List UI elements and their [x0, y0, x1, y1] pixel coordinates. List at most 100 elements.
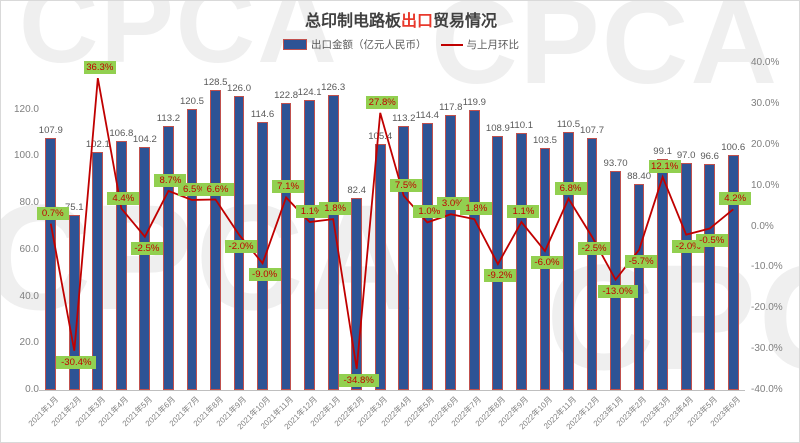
pct-value-label: 6.8%: [554, 181, 587, 195]
y-axis-left-tick: 40.0: [19, 290, 39, 302]
bar-value-label: 122.8: [274, 90, 299, 102]
bar: [445, 114, 457, 390]
bar: [421, 122, 433, 390]
chart-title-highlight: 出口: [400, 13, 433, 30]
line-series: [49, 77, 734, 369]
pct-value-label: 7.1%: [272, 180, 305, 194]
pct-value-label: 0.7%: [36, 206, 69, 220]
pct-value-label: -2.5%: [130, 241, 163, 255]
pct-value-label: 27.8%: [366, 95, 399, 109]
bar-value-label: 126.0: [227, 82, 252, 94]
bar-value-label: 117.8: [439, 101, 463, 113]
bar: [92, 151, 104, 390]
pct-value-label: 4.2%: [719, 192, 752, 206]
bar: [351, 197, 363, 390]
bar-value-label: 114.6: [250, 109, 275, 121]
plot-area: 107.9 75.1 102.1 106.8 104.2 113.2 120.5 128.5 1…: [36, 61, 752, 390]
pct-value-label: 1.8%: [319, 202, 352, 216]
pct-value-label: -9.2%: [483, 269, 516, 283]
chart-legend: 出口金额（亿元人民币） 与上月环比: [1, 37, 799, 52]
bar-value-label: 124.1: [297, 87, 322, 99]
bar-value-label: 128.5: [203, 76, 228, 88]
bar-value-label: 102.1: [85, 138, 110, 150]
bar-value-label: 119.9: [462, 96, 486, 108]
pct-value-label: 1.1%: [507, 205, 540, 218]
bar: [374, 143, 386, 390]
bar-value-label: 126.3: [321, 81, 346, 93]
chart-title: 总印制电路板出口贸易情况: [1, 7, 799, 31]
bar-value-label: 120.5: [179, 95, 204, 107]
y-axis-left-tick: 0.0: [25, 384, 39, 395]
bar-value-label: 97.0: [676, 150, 696, 162]
bar-value-label: 96.6: [700, 151, 720, 163]
pct-value-label: -6.0%: [530, 256, 563, 270]
bar-value-label: 75.1: [64, 201, 84, 213]
bar: [727, 155, 739, 390]
bar-value-label: 110.5: [556, 118, 581, 130]
y-axis-right-tick: -30.0%: [751, 343, 783, 355]
bar: [115, 140, 127, 390]
bar: [163, 125, 174, 390]
legend-item-bar: 出口金额（亿元人民币）: [283, 37, 427, 52]
legend-bar-swatch-icon: [283, 39, 307, 50]
pct-value-label: -5.7%: [625, 254, 658, 268]
chart-title-suffix: 贸易情况: [433, 13, 498, 30]
bar-value-label: 107.9: [38, 124, 63, 136]
pct-value-label: 1.8%: [460, 202, 493, 216]
bar: [327, 95, 339, 390]
y-axis-left-tick: 120.0: [13, 103, 39, 115]
chart-title-prefix: 总印制电路板: [304, 13, 401, 30]
y-axis-right-tick: 0.0%: [751, 220, 774, 232]
bar: [704, 164, 716, 390]
pct-value-label: 12.1%: [648, 160, 681, 174]
pct-value-label: 6.6%: [201, 182, 234, 196]
y-axis-left-tick: 20.0: [19, 337, 39, 349]
trend-line: [49, 77, 734, 369]
pct-value-label: 36.3%: [83, 61, 116, 75]
y-axis-right-tick: 20.0%: [751, 138, 780, 150]
bar-value-label: 88.40: [627, 170, 652, 182]
bar-value-label: 110.1: [509, 119, 534, 131]
y-axis-right-tick: 40.0%: [751, 57, 780, 68]
y-axis-right-tick: 30.0%: [751, 97, 780, 109]
y-axis-right-tick: -40.0%: [751, 384, 783, 395]
pct-value-label: 7.5%: [389, 178, 422, 192]
pct-value-label: -30.4%: [56, 355, 97, 369]
bar: [139, 146, 151, 390]
pct-value-label: -0.5%: [695, 233, 728, 247]
pct-value-label: 4.4%: [107, 191, 140, 205]
bar: [186, 108, 198, 390]
bar: [280, 103, 292, 390]
x-axis-line: [39, 390, 745, 391]
bar-value-label: 108.9: [485, 122, 510, 134]
bar: [468, 109, 480, 390]
y-axis-left-tick: 100.0: [13, 150, 39, 162]
bar-value-label: 82.4: [347, 184, 367, 196]
bar: [304, 100, 316, 390]
legend-item-line: 与上月环比: [440, 37, 519, 52]
bar-value-label: 105.4: [368, 130, 393, 142]
bar: [657, 158, 669, 390]
pct-value-label: -34.8%: [338, 373, 379, 387]
bar-value-label: 104.2: [132, 133, 157, 145]
legend-line-swatch-icon: [440, 43, 463, 46]
y-axis-left-tick: 80.0: [19, 197, 39, 209]
bar-value-label: 107.7: [580, 125, 605, 137]
pct-value-label: -9.0%: [248, 268, 281, 282]
bar: [210, 89, 221, 390]
bar-value-label: 113.2: [156, 112, 181, 124]
pct-value-label: -13.0%: [597, 284, 638, 298]
y-axis-right-tick: -10.0%: [751, 261, 783, 273]
pct-value-label: -2.5%: [578, 241, 611, 255]
bar-value-label: 99.1: [653, 145, 672, 157]
bar-value-label: 114.4: [415, 109, 439, 121]
bar: [516, 132, 527, 390]
pct-value-label: -2.0%: [225, 239, 258, 253]
bar: [45, 137, 57, 390]
y-axis-right-tick: 10.0%: [751, 179, 780, 191]
bar-value-label: 113.2: [392, 112, 416, 124]
bar: [680, 163, 692, 390]
bar-value-label: 93.70: [603, 158, 628, 170]
bar: [586, 138, 598, 390]
